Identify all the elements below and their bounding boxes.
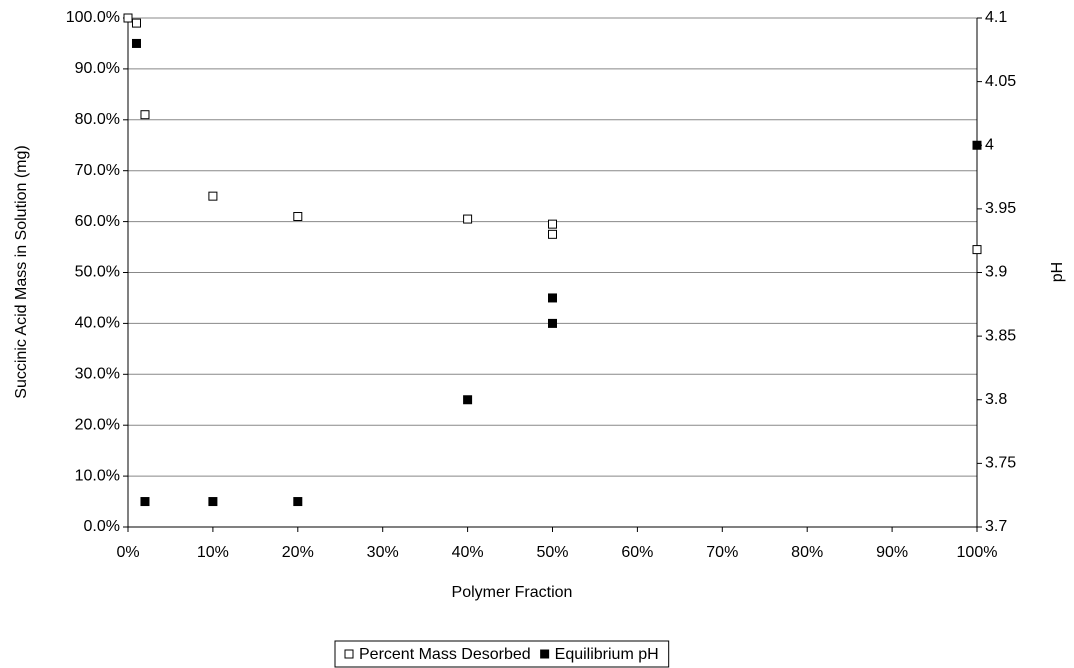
y-tick-label: 70.0% — [75, 162, 120, 179]
y2-tick-label: 3.85 — [985, 327, 1016, 344]
y-axis-title: Succinic Acid Mass in Solution (mg) — [13, 145, 30, 398]
y-tick-label: 90.0% — [75, 60, 120, 77]
x-axis-title: Polymer Fraction — [452, 584, 573, 601]
y2-tick-label: 4.05 — [985, 73, 1016, 90]
y2-tick-label: 3.8 — [985, 391, 1007, 408]
y2-tick-label: 4.1 — [985, 9, 1007, 26]
y2-tick-label: 3.95 — [985, 200, 1016, 217]
data-point — [548, 229, 557, 239]
y2-axis-title: pH — [1049, 262, 1066, 282]
y-tick-label: 60.0% — [75, 213, 120, 230]
data-point — [972, 140, 982, 150]
legend-label: Equilibrium pH — [555, 646, 659, 663]
y-tick-label: 20.0% — [75, 416, 120, 433]
y2-tick-label: 3.7 — [985, 518, 1007, 535]
x-tick-label: 0% — [116, 544, 139, 561]
x-tick-label: 80% — [791, 544, 823, 561]
legend-marker — [540, 649, 550, 659]
legend: Percent Mass Desorbed Equilibrium pH — [334, 640, 670, 668]
data-point — [293, 497, 303, 507]
x-tick-label: 50% — [536, 544, 568, 561]
x-tick-label: 90% — [876, 544, 908, 561]
y-tick-label: 100.0% — [66, 9, 120, 26]
data-point — [548, 219, 557, 229]
legend-box — [334, 640, 670, 668]
x-tick-label: 60% — [621, 544, 653, 561]
y-tick-label: 50.0% — [75, 264, 120, 281]
y-tick-label: 10.0% — [75, 467, 120, 484]
y-tick-label: 0.0% — [84, 518, 120, 535]
y2-tick-label: 3.9 — [985, 264, 1007, 281]
data-point — [208, 497, 218, 507]
data-point — [548, 293, 557, 303]
x-tick-label: 20% — [282, 544, 314, 561]
data-point — [208, 191, 218, 201]
legend-marker — [344, 649, 354, 659]
x-tick-label: 70% — [706, 544, 738, 561]
y2-tick-label: 3.75 — [985, 455, 1016, 472]
legend-label: Percent Mass Desorbed — [359, 646, 531, 663]
y-tick-label: 40.0% — [75, 315, 120, 332]
data-point — [463, 214, 473, 224]
x-tick-label: 100% — [957, 544, 998, 561]
y-tick-label: 30.0% — [75, 366, 120, 383]
data-point — [131, 18, 141, 28]
x-tick-label: 10% — [197, 544, 229, 561]
data-point — [293, 212, 303, 222]
data-point — [140, 497, 150, 507]
data-point — [463, 395, 473, 405]
y2-tick-label: 4 — [985, 136, 994, 153]
x-tick-label: 30% — [367, 544, 399, 561]
data-point — [123, 13, 133, 23]
y-tick-label: 80.0% — [75, 111, 120, 128]
data-point — [548, 318, 557, 328]
x-tick-label: 40% — [452, 544, 484, 561]
data-point — [131, 38, 141, 48]
data-point — [972, 245, 982, 255]
data-point — [140, 110, 150, 120]
